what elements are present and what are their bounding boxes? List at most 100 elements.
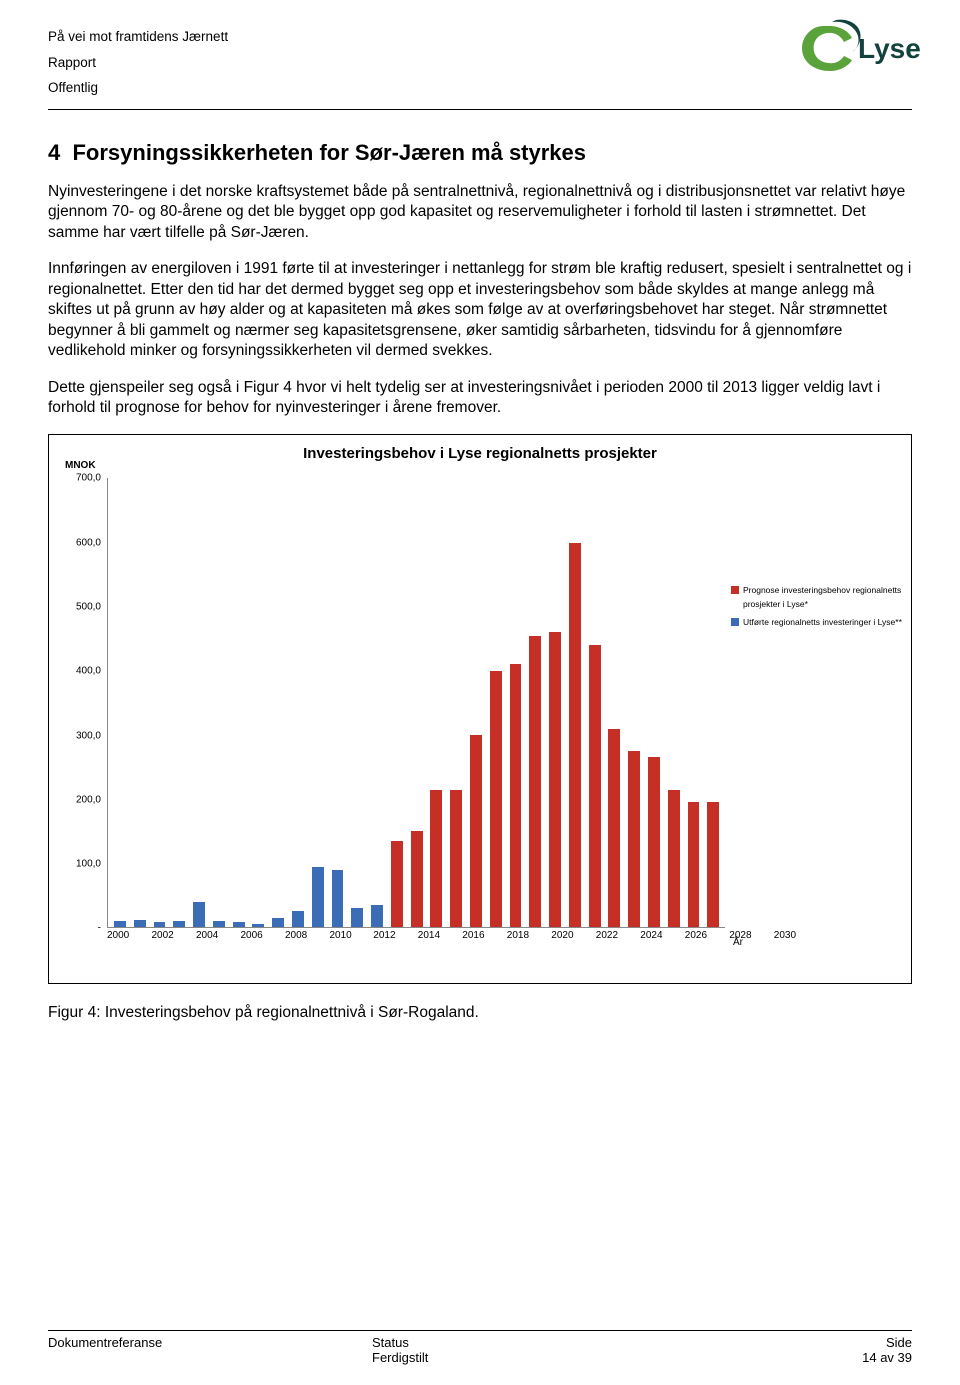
footer-docref-value (48, 1350, 372, 1365)
x-tick: 2022 (596, 930, 618, 948)
y-tick: - (98, 923, 101, 934)
chart-bar (589, 645, 601, 927)
chart-bar (529, 636, 541, 928)
paragraph-3: Dette gjenspeiler seg også i Figur 4 hvo… (48, 378, 912, 419)
footer-status-label: Status (372, 1335, 642, 1350)
chart-bar (252, 924, 264, 928)
paragraph-1: Nyinvesteringene i det norske kraftsyste… (48, 182, 912, 243)
bar-slot (248, 478, 268, 927)
chart-bar (351, 908, 363, 927)
chart-title: Investeringsbehov i Lyse regionalnetts p… (55, 445, 905, 462)
bar-slot (427, 478, 447, 927)
chart-bar (688, 802, 700, 927)
y-tick: 100,0 (76, 859, 101, 870)
chart-bar (391, 841, 403, 928)
chart-bar (134, 920, 146, 928)
bar-slot (169, 478, 189, 927)
chart-bar (608, 729, 620, 928)
x-tick: 2000 (107, 930, 129, 948)
bar-slot (367, 478, 387, 927)
bar-slot (130, 478, 150, 927)
bar-slot (525, 478, 545, 927)
bar-slot (268, 478, 288, 927)
bar-slot (506, 478, 526, 927)
footer-status-value: Ferdigstilt (372, 1350, 642, 1365)
page-footer: Dokumentreferanse Status Side Ferdigstil… (48, 1330, 912, 1365)
bar-slot (624, 478, 644, 927)
chart-bar (154, 922, 166, 927)
chart-bar (233, 922, 245, 927)
bar-slot (703, 478, 723, 927)
legend-swatch-blue (731, 618, 739, 626)
chart-bar (490, 671, 502, 928)
bar-slot (466, 478, 486, 927)
bar-slot (446, 478, 466, 927)
header-title: På vei mot framtidens Jærnett (48, 24, 912, 50)
bar-slot (664, 478, 684, 927)
body-text: Nyinvesteringene i det norske kraftsyste… (48, 182, 912, 419)
y-tick: 300,0 (76, 730, 101, 741)
footer-page-label: Side (642, 1335, 912, 1350)
legend-item-utforte: Utførte regionalnetts investeringer i Ly… (731, 616, 903, 630)
footer-page-value: 14 av 39 (642, 1350, 912, 1365)
y-tick: 400,0 (76, 666, 101, 677)
x-tick: 2002 (152, 930, 174, 948)
chart-bar (173, 921, 185, 927)
x-tick: 2018 (507, 930, 529, 948)
section-heading: 4 Forsyningssikkerheten for Sør-Jæren må… (48, 140, 912, 166)
y-tick: 200,0 (76, 794, 101, 805)
chart-bar (668, 790, 680, 928)
legend-item-prognose: Prognose investeringsbehov regionalnetts… (731, 584, 903, 611)
bar-slot (545, 478, 565, 927)
logo-text: Lyse (858, 33, 921, 64)
chart-bar (707, 802, 719, 927)
chart-bar (193, 902, 205, 928)
chart-bar (430, 790, 442, 928)
bar-slot (684, 478, 704, 927)
x-tick: 2030 (774, 930, 796, 948)
chart-bar (569, 543, 581, 928)
x-tick: 2004 (196, 930, 218, 948)
chart-bar (292, 911, 304, 927)
x-tick: 2012 (373, 930, 395, 948)
chart-area: MNOK 700,0600,0500,0400,0300,0200,0100,0… (55, 468, 905, 958)
bar-slot (605, 478, 625, 927)
lyse-logo: Lyse (802, 16, 922, 81)
x-tick: 2024 (640, 930, 662, 948)
y-axis: 700,0600,0500,0400,0300,0200,0100,0- (55, 468, 105, 928)
bar-slot (407, 478, 427, 927)
chart-bar (549, 632, 561, 927)
footer-docref-label: Dokumentreferanse (48, 1335, 372, 1350)
bar-slot (387, 478, 407, 927)
chart-bar (332, 870, 344, 928)
bar-slot (644, 478, 664, 927)
legend-label-2: Utførte regionalnetts investeringer i Ly… (743, 616, 902, 630)
x-tick: 2026 (685, 930, 707, 948)
header-type: Rapport (48, 50, 912, 76)
x-axis: 2000200120022003200420052006200720082009… (107, 930, 725, 948)
chart-bar (114, 921, 126, 927)
chart-bar (648, 757, 660, 927)
bar-slot (110, 478, 130, 927)
legend-label-1: Prognose investeringsbehov regionalnetts… (743, 584, 903, 611)
y-tick: 600,0 (76, 537, 101, 548)
bar-slot (189, 478, 209, 927)
bar-slot (229, 478, 249, 927)
x-tick: 2016 (462, 930, 484, 948)
section-title-text: Forsyningssikkerheten for Sør-Jæren må s… (72, 140, 586, 165)
chart-bar (628, 751, 640, 927)
chart-bar (450, 790, 462, 928)
figure-caption: Figur 4: Investeringsbehov på regionalne… (48, 1004, 912, 1022)
x-tick: 2008 (285, 930, 307, 948)
x-tick: 2010 (330, 930, 352, 948)
legend-swatch-red (731, 586, 739, 594)
chart-bar (272, 918, 284, 928)
bar-slot (150, 478, 170, 927)
bar-slot (328, 478, 348, 927)
header-classification: Offentlig (48, 75, 912, 101)
bar-slot (347, 478, 367, 927)
chart-plot (107, 478, 725, 928)
x-tick: 2020 (551, 930, 573, 948)
paragraph-2: Innføringen av energiloven i 1991 førte … (48, 259, 912, 361)
chart-bar (213, 921, 225, 927)
